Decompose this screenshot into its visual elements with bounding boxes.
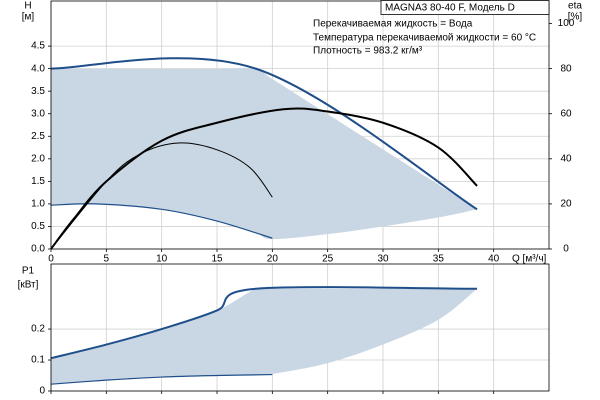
x-tick-label: 15 [211, 254, 223, 265]
annotation: Плотность = 983.2 кг/м³ [313, 46, 423, 57]
y-tick-label: 4.5 [31, 41, 45, 52]
x-tick-label: 10 [156, 254, 168, 265]
y-tick-label: 0.2 [31, 324, 45, 335]
annotation: Температура перекачиваемой жидкости = 60… [313, 33, 536, 44]
curve [50, 286, 478, 360]
x-tick-label: 35 [433, 254, 445, 265]
y-tick-label: 2.0 [31, 153, 45, 164]
y-tick-label: 4.0 [31, 63, 45, 74]
y-tick-label: 2.5 [31, 131, 45, 142]
y-axis-unit: [кВт] [18, 280, 39, 291]
y-tick-label: 0 [39, 386, 45, 397]
y-tick-label: 0.0 [31, 244, 45, 255]
y2-tick-label: 60 [560, 108, 572, 119]
plot-frame [50, 0, 550, 250]
x-axis-label: Q [м³/ч] [512, 254, 547, 265]
curve [50, 142, 273, 250]
y-tick-label: 0.5 [31, 221, 45, 232]
plot-frame [50, 263, 550, 392]
x-tick-label: 0 [48, 254, 54, 265]
curve [50, 373, 273, 385]
y-axis-label: P1 [22, 266, 35, 277]
y2-axis-unit: [%] [568, 12, 583, 23]
curve [50, 203, 273, 239]
y-tick-label: 1.0 [31, 199, 45, 210]
y2-tick-label: 100 [558, 18, 575, 29]
x-tick-label: 40 [488, 254, 500, 265]
y2-axis-label: eta [568, 1, 582, 12]
y2-tick-label: 0 [563, 244, 569, 255]
curve [50, 57, 478, 211]
x-tick-label: 20 [267, 254, 279, 265]
annotation: Перекачиваемая жидкость = Вода [313, 19, 473, 30]
y-axis-label: H [24, 1, 31, 12]
x-tick-label: 25 [322, 254, 334, 265]
title-box [380, 0, 550, 15]
y2-tick-label: 20 [560, 199, 572, 210]
x-tick-label: 5 [104, 254, 110, 265]
x-tick-label: 30 [377, 254, 389, 265]
area-band [51, 67, 478, 240]
y-tick-label: 3.5 [31, 86, 45, 97]
y-tick-label: 3.0 [31, 108, 45, 119]
y-tick-label: 1.5 [31, 176, 45, 187]
y-tick-label: 0.1 [31, 355, 45, 366]
y2-tick-label: 40 [560, 153, 572, 164]
y-axis-unit: [м] [22, 12, 35, 23]
area-band [51, 287, 478, 385]
chart-title: MAGNA3 80-40 F, Модель D [385, 3, 515, 14]
curve [50, 107, 478, 250]
y2-tick-label: 80 [560, 63, 572, 74]
